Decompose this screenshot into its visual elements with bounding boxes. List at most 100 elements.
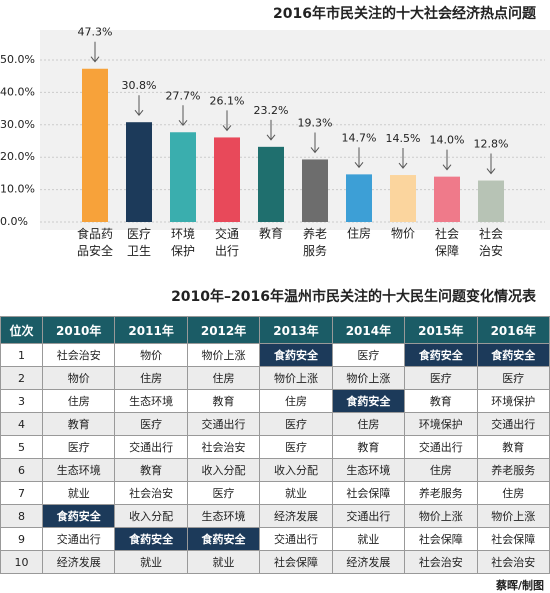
x-tick-label: 食品药品安全	[77, 226, 113, 258]
cell: 医疗	[114, 412, 188, 436]
y-tick-label: 40.0%	[0, 85, 35, 98]
cell: 食药安全	[331, 389, 406, 413]
value-label: 23.2%	[254, 104, 289, 117]
cell: 教育	[331, 435, 406, 459]
x-tick-label: 教育	[259, 226, 283, 241]
cell: 就业	[186, 550, 261, 574]
arrow	[486, 153, 496, 175]
cell: 社会治安	[41, 343, 116, 367]
cell: 交通出行	[476, 412, 550, 436]
bar	[434, 176, 460, 222]
arrow	[222, 110, 232, 132]
table-row: 3 住房 生态环境 教育 住房 食药安全 教育 环境保护	[0, 389, 550, 413]
cell: 就业	[259, 481, 333, 505]
cell: 社会保障	[331, 481, 406, 505]
cell: 收入分配	[114, 504, 188, 528]
arrow	[354, 147, 364, 169]
cell: 8	[0, 504, 43, 528]
cell: 交通出行	[259, 527, 333, 551]
cell: 就业	[41, 481, 116, 505]
cell: 食药安全	[114, 527, 188, 551]
cell: 环境保护	[476, 389, 550, 413]
cell: 社会保障	[404, 527, 478, 551]
x-tick-label: 住房	[347, 226, 371, 241]
cell: 1	[0, 343, 43, 367]
cell: 食药安全	[259, 343, 333, 367]
cell: 社会治安	[404, 550, 478, 574]
cell: 社会治安	[476, 550, 550, 574]
bar	[346, 174, 372, 222]
bar	[126, 122, 152, 222]
y-tick-label: 30.0%	[0, 118, 35, 131]
table-row: 7 就业 社会治安 医疗 就业 社会保障 养老服务 住房	[0, 481, 550, 505]
cell: 教育	[476, 435, 550, 459]
cell: 3	[0, 389, 43, 413]
cell: 医疗	[259, 435, 333, 459]
table-title: 2010年–2016年温州市民关注的十大民生问题变化情况表	[171, 289, 536, 305]
cell: 医疗	[476, 366, 550, 390]
value-label: 30.8%	[122, 79, 157, 92]
y-tick-label: 10.0%	[0, 183, 35, 196]
cell: 经济发展	[259, 504, 333, 528]
y-tick-label: 0.0%	[0, 215, 28, 228]
cell: 经济发展	[331, 550, 406, 574]
cell: 交通出行	[114, 435, 188, 459]
cell: 物价上涨	[404, 504, 478, 528]
chart-title: 2016年市民关注的十大社会经济热点问题	[273, 5, 537, 22]
header-cell: 2013年	[259, 316, 333, 344]
cell: 住房	[331, 412, 406, 436]
arrow	[310, 132, 320, 154]
cell: 社会治安	[186, 435, 261, 459]
cell: 医疗	[41, 435, 116, 459]
arrow	[90, 41, 100, 63]
bar	[170, 132, 196, 222]
chart-bg	[40, 30, 550, 230]
x-tick-label: 物价	[391, 227, 415, 241]
cell: 社会保障	[476, 527, 550, 551]
arrow	[398, 148, 408, 169]
arrow	[266, 119, 276, 141]
cell: 交通出行	[404, 435, 478, 459]
cell: 经济发展	[41, 550, 116, 574]
cell: 物价	[114, 343, 188, 367]
cell: 养老服务	[476, 458, 550, 482]
table: 位次 2010年 2011年 2012年 2013年 2014年 2015年 2016年 1 社会…	[0, 316, 550, 574]
bar	[82, 68, 108, 222]
cell: 生态环境	[331, 458, 406, 482]
cell: 生态环境	[114, 389, 188, 413]
x-tick-label: 社会治安	[479, 226, 503, 258]
y-tick-label: 50.0%	[0, 53, 35, 66]
cell: 住房	[114, 366, 188, 390]
table-row: 6 生态环境 教育 收入分配 收入分配 生态环境 住房 养老服务	[0, 458, 550, 482]
table-row: 8 食药安全 收入分配 生态环境 经济发展 交通出行 物价上涨 物价上涨	[0, 504, 550, 528]
value-label: 27.7%	[166, 89, 201, 102]
cell: 7	[0, 481, 43, 505]
cell: 9	[0, 527, 43, 551]
cell: 交通出行	[186, 412, 261, 436]
cell: 医疗	[404, 366, 478, 390]
cell: 医疗	[186, 481, 261, 505]
cell: 交通出行	[41, 527, 116, 551]
cell: 收入分配	[186, 458, 261, 482]
value-label: 19.3%	[298, 116, 333, 129]
cell: 收入分配	[259, 458, 333, 482]
cell: 住房	[259, 389, 333, 413]
bar	[478, 180, 504, 222]
cell: 交通出行	[331, 504, 406, 528]
cell: 物价上涨	[259, 366, 333, 390]
cell: 教育	[114, 458, 188, 482]
cell: 住房	[404, 458, 478, 482]
table-row: 9 交通出行 食药安全 食药安全 交通出行 就业 社会保障 社会保障	[0, 527, 550, 551]
header-cell: 2014年	[331, 316, 406, 344]
cell: 教育	[186, 389, 261, 413]
cell: 住房	[186, 366, 261, 390]
arrow	[178, 105, 188, 127]
table-row: 1 社会治安 物价 物价上涨 食药安全 医疗 食药安全 食药安全	[0, 343, 550, 367]
cell: 物价上涨	[331, 366, 406, 390]
bar	[390, 175, 416, 222]
header-cell: 2012年	[186, 316, 261, 344]
cell: 物价上涨	[186, 343, 261, 367]
header-cell: 2010年	[41, 316, 116, 344]
bar	[258, 146, 284, 222]
